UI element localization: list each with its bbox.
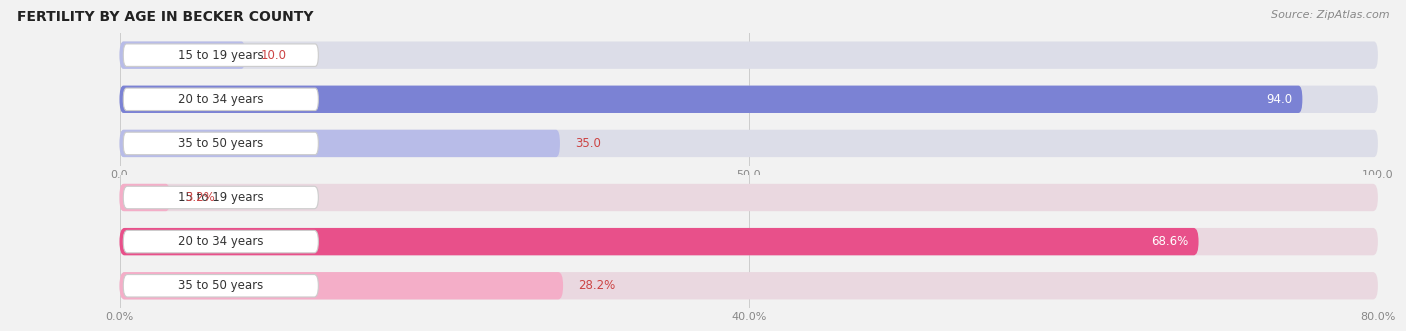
Text: 68.6%: 68.6% <box>1152 235 1188 248</box>
FancyBboxPatch shape <box>124 186 318 209</box>
Text: 15 to 19 years: 15 to 19 years <box>179 49 263 62</box>
FancyBboxPatch shape <box>120 228 1198 255</box>
FancyBboxPatch shape <box>120 272 562 300</box>
FancyBboxPatch shape <box>120 86 1302 113</box>
FancyBboxPatch shape <box>120 41 1378 69</box>
FancyBboxPatch shape <box>120 228 1378 255</box>
FancyBboxPatch shape <box>124 230 318 253</box>
Text: 28.2%: 28.2% <box>578 279 616 292</box>
Text: 35 to 50 years: 35 to 50 years <box>179 279 263 292</box>
FancyBboxPatch shape <box>124 274 318 297</box>
Text: FERTILITY BY AGE IN BECKER COUNTY: FERTILITY BY AGE IN BECKER COUNTY <box>17 10 314 24</box>
FancyBboxPatch shape <box>124 88 318 111</box>
Text: 20 to 34 years: 20 to 34 years <box>179 235 263 248</box>
FancyBboxPatch shape <box>124 132 318 155</box>
Text: 94.0: 94.0 <box>1267 93 1292 106</box>
FancyBboxPatch shape <box>120 184 170 211</box>
Text: 3.2%: 3.2% <box>186 191 215 204</box>
FancyBboxPatch shape <box>120 184 1378 211</box>
Text: 35 to 50 years: 35 to 50 years <box>179 137 263 150</box>
Text: 20 to 34 years: 20 to 34 years <box>179 93 263 106</box>
FancyBboxPatch shape <box>120 130 1378 157</box>
Text: 15 to 19 years: 15 to 19 years <box>179 191 263 204</box>
Text: Source: ZipAtlas.com: Source: ZipAtlas.com <box>1271 10 1389 20</box>
FancyBboxPatch shape <box>124 44 318 67</box>
Text: 10.0: 10.0 <box>260 49 287 62</box>
FancyBboxPatch shape <box>120 272 1378 300</box>
FancyBboxPatch shape <box>120 130 560 157</box>
Text: 35.0: 35.0 <box>575 137 600 150</box>
FancyBboxPatch shape <box>120 86 1378 113</box>
FancyBboxPatch shape <box>120 41 245 69</box>
